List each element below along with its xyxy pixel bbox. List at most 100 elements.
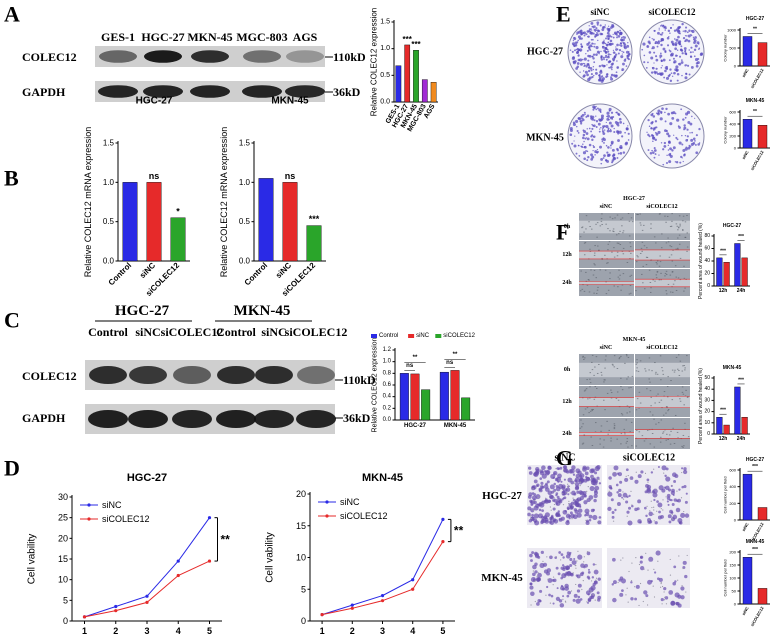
colony — [586, 114, 590, 118]
colony — [692, 36, 695, 39]
cell — [578, 474, 583, 479]
cell — [539, 589, 543, 593]
colony — [669, 68, 672, 71]
cell — [670, 225, 673, 227]
colony — [610, 35, 613, 38]
cell — [610, 397, 613, 399]
y-tick-label: 5 — [63, 595, 68, 605]
colony — [658, 27, 660, 29]
cell — [648, 269, 651, 271]
cell — [661, 367, 663, 369]
cell — [618, 233, 620, 235]
cell — [650, 223, 652, 225]
colony — [651, 149, 653, 152]
cell — [581, 571, 585, 575]
colony — [569, 133, 573, 137]
cell — [681, 445, 683, 447]
pore — [616, 503, 619, 506]
point — [320, 613, 324, 617]
colony — [678, 32, 680, 35]
y-tick-label: 15 — [296, 521, 306, 531]
cell — [620, 218, 622, 220]
cell — [637, 214, 639, 216]
colony — [586, 64, 588, 66]
pore — [653, 509, 655, 511]
colony — [654, 42, 657, 45]
cell — [613, 366, 616, 368]
cell — [676, 225, 679, 227]
wound-gap — [579, 397, 634, 407]
cell — [562, 556, 565, 559]
cell — [653, 446, 656, 448]
colony — [592, 146, 596, 149]
colony — [608, 36, 611, 38]
cell — [577, 554, 583, 560]
colony — [576, 41, 579, 44]
cell — [559, 603, 565, 608]
chart-title: MKN-45 — [746, 539, 765, 545]
column-label: siNC — [600, 204, 613, 210]
cell — [607, 491, 613, 497]
y-tick-label: 400 — [729, 122, 736, 127]
y-tick-label: 50 — [704, 375, 710, 381]
cell — [540, 520, 544, 525]
colony — [582, 75, 585, 78]
cell — [644, 288, 646, 290]
colony — [698, 127, 701, 131]
cell — [574, 482, 580, 487]
cell — [619, 274, 621, 276]
pore — [554, 491, 556, 493]
colony — [675, 69, 679, 72]
colony — [673, 71, 676, 75]
cell — [568, 469, 573, 474]
cell — [541, 485, 545, 489]
cell — [665, 270, 668, 272]
row-label: 24h — [562, 280, 572, 286]
row-label: 24h — [562, 431, 572, 437]
colony — [571, 42, 575, 46]
cell — [628, 220, 631, 222]
colony — [690, 46, 693, 49]
cell — [636, 359, 638, 361]
colony — [595, 46, 599, 50]
bar — [306, 225, 322, 262]
colony — [674, 112, 677, 115]
colony — [625, 127, 629, 131]
cell — [578, 490, 583, 495]
pore — [643, 568, 645, 570]
pore — [642, 600, 644, 603]
cell — [682, 229, 684, 231]
colony — [655, 112, 658, 115]
cell — [669, 443, 672, 445]
cell — [650, 471, 654, 474]
cell — [630, 217, 633, 219]
cell — [671, 270, 674, 272]
bar — [734, 243, 741, 287]
pore — [635, 471, 637, 473]
colony — [612, 51, 616, 54]
colony — [677, 125, 680, 128]
colony — [591, 75, 594, 79]
cell — [591, 228, 593, 230]
cell — [591, 410, 594, 412]
pore — [577, 550, 579, 552]
cell — [586, 407, 589, 409]
cell — [621, 496, 624, 499]
cell — [583, 290, 586, 292]
pore — [536, 575, 538, 578]
cell — [604, 359, 607, 361]
pore — [579, 485, 581, 487]
colony — [647, 149, 650, 152]
cell — [628, 494, 631, 497]
cell — [636, 255, 638, 257]
colony — [671, 75, 674, 77]
cell — [589, 468, 595, 474]
bar — [410, 373, 420, 421]
x-tick-label: 3 — [144, 626, 149, 636]
lane-label: Control — [216, 325, 256, 339]
cell — [572, 598, 576, 602]
cell — [591, 576, 595, 579]
cell — [656, 577, 660, 581]
colony — [654, 72, 657, 75]
cell — [605, 293, 608, 295]
